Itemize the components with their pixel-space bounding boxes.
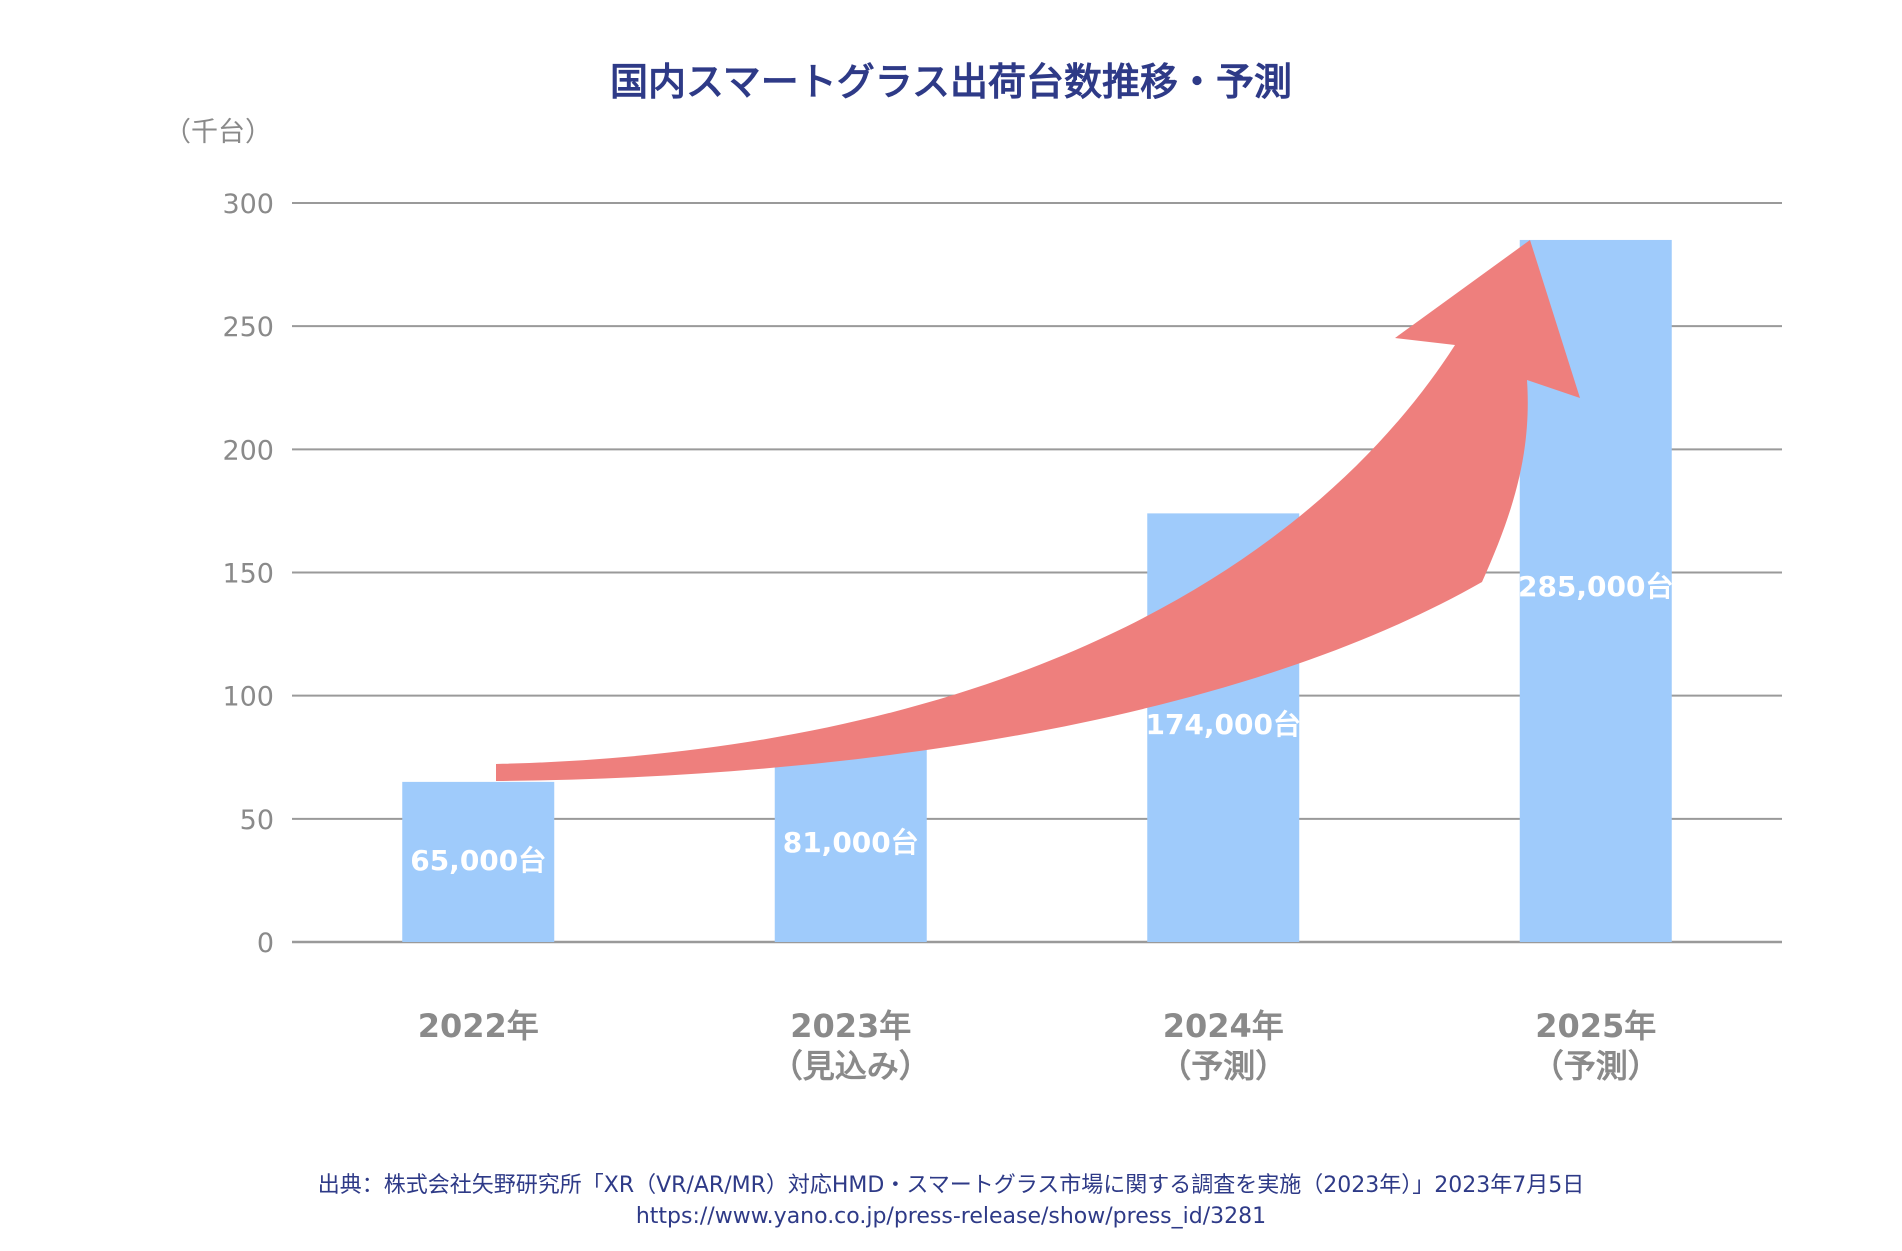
y-tick-label: 200 (222, 435, 274, 466)
chart-title: 国内スマートグラス出荷台数推移・予測 (610, 60, 1292, 104)
x-tick-label: 2022年 (418, 1007, 539, 1045)
y-tick-label: 100 (222, 682, 274, 713)
bar (402, 781, 555, 942)
x-tick-label: 2025年 (1535, 1007, 1656, 1045)
bar-data-labels: 65,000台 81,000台 174,000台 285,000台 (410, 570, 1673, 877)
y-tick-label: 250 (222, 312, 274, 343)
bar-data-label: 285,000台 (1518, 570, 1674, 603)
y-tick-label: 50 (240, 805, 274, 836)
x-tick-sublabel: （予測） (1159, 1047, 1287, 1085)
y-tick-label: 300 (222, 189, 274, 220)
x-tick-sublabel: （見込み） (771, 1047, 931, 1085)
bar-data-label: 81,000台 (783, 826, 919, 859)
y-axis-ticks: 0 50 100 150 200 250 300 (222, 189, 274, 959)
bars (402, 239, 1672, 942)
trend-arrow (496, 240, 1580, 781)
bar (774, 742, 927, 942)
source-citation: 出典：株式会社矢野研究所「XR（VR/AR/MR）対応HMD・スマートグラス市場… (318, 1173, 1584, 1198)
x-tick-label: 2024年 (1163, 1007, 1284, 1045)
bar-data-label: 174,000台 (1145, 708, 1301, 741)
x-tick-sublabel: （予測） (1532, 1047, 1660, 1085)
y-tick-label: 150 (222, 559, 274, 590)
source-url: https://www.yano.co.jp/press-release/sho… (636, 1204, 1266, 1229)
bar-data-label: 65,000台 (410, 844, 546, 877)
x-tick-label: 2023年 (790, 1007, 911, 1045)
x-axis-ticks: 2022年 2023年（見込み）2024年（予測）2025年（予測） (418, 1007, 1660, 1085)
trend-arrow-shape (496, 240, 1580, 781)
y-unit-label: （千台） (164, 117, 272, 148)
y-tick-label: 0 (257, 928, 274, 959)
